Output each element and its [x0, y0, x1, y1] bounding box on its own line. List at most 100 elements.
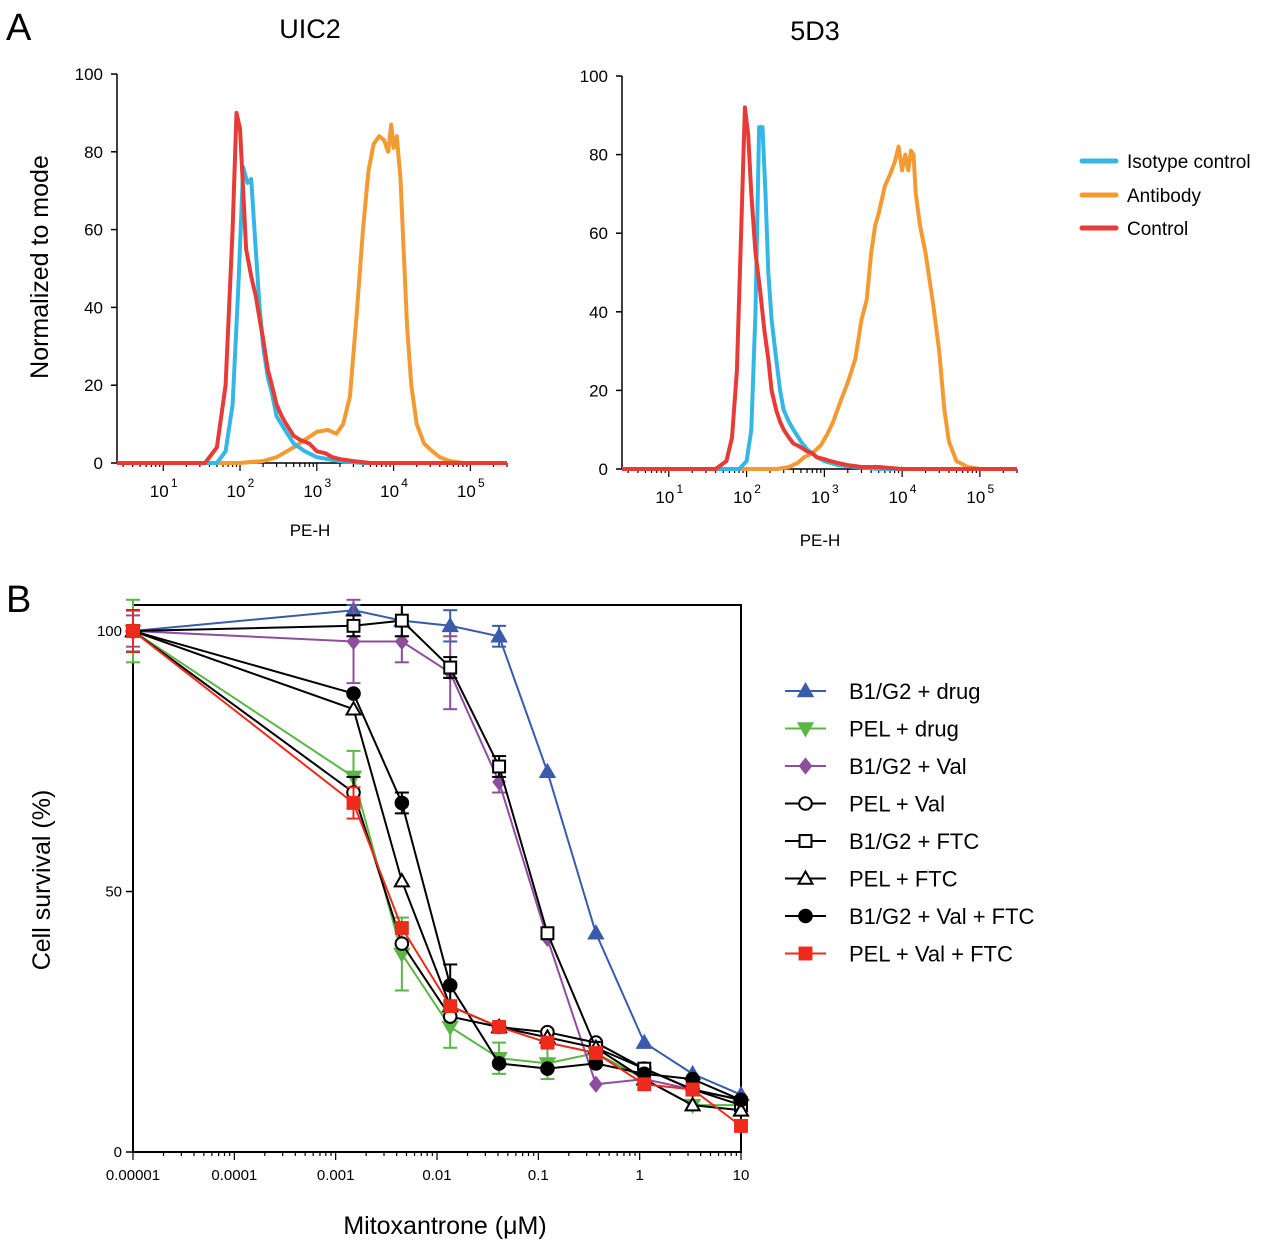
legend-marker	[798, 834, 813, 848]
series-line-isotype-control	[117, 165, 507, 465]
legend-marker	[798, 908, 813, 924]
x-tick-label: 10	[150, 482, 169, 501]
y-tick-label: 50	[105, 884, 122, 901]
data-point	[491, 1056, 507, 1071]
series-line-antibody	[117, 122, 507, 465]
series-line-control	[622, 105, 1017, 471]
data-point	[394, 613, 409, 628]
survival-chart: Cell survival (%) Mitoxantrone (μM) 0 50 1…	[28, 598, 750, 1240]
x-tick-label: 10	[733, 1167, 750, 1184]
x-tick-exponent: 3	[832, 482, 839, 496]
series-line	[132, 630, 742, 1127]
x-axis-label-5d3: PE-H	[800, 531, 841, 550]
legend-marker	[798, 946, 813, 961]
y-tick-label: 20	[84, 376, 103, 395]
x-tick-label: 10	[457, 482, 476, 501]
chart-title-5d3: 5D3	[790, 16, 840, 46]
data-point	[346, 632, 361, 651]
y-tick-label: 100	[97, 623, 122, 640]
y-tick-label: 0	[599, 460, 608, 479]
data-point	[683, 1096, 702, 1112]
y-tick-label: 20	[589, 381, 608, 400]
histogram-uic2: UIC2 Normalized to mode PE-H 0 20 40 60 80 10…	[26, 14, 508, 540]
data-point	[540, 1035, 555, 1050]
data-point	[393, 872, 411, 888]
panel-label-a: A	[6, 7, 32, 49]
x-tick-label: 10	[227, 482, 246, 501]
y-axis-label-a: Normalized to mode	[26, 155, 54, 379]
x-tick-exponent: 2	[248, 476, 255, 490]
data-point	[443, 660, 458, 675]
series-pel-drug	[124, 598, 750, 1115]
series-pel-val	[125, 609, 749, 1108]
data-point	[589, 1075, 603, 1093]
series-b1-g2-ftc	[126, 604, 748, 1113]
legend-label: Control	[1127, 219, 1188, 240]
x-tick-exponent: 1	[171, 476, 178, 490]
series-line-isotype-control	[622, 125, 1017, 471]
legend-marker	[796, 722, 815, 738]
data-point	[394, 795, 410, 811]
data-point	[394, 936, 410, 951]
x-tick-label: 0.0001	[211, 1167, 257, 1184]
y-tick-label: 60	[589, 224, 608, 243]
legend-marker	[796, 681, 815, 698]
legend-label: B1/G2 + Val + FTC	[849, 904, 1035, 929]
data-point	[346, 796, 361, 810]
series-line	[132, 609, 742, 1096]
x-tick-label: 10	[811, 488, 830, 507]
data-point	[734, 1119, 748, 1133]
data-point	[492, 1020, 507, 1034]
legend-label: B1/G2 + FTC	[849, 829, 979, 854]
data-point	[732, 1101, 750, 1117]
legend-marker	[798, 796, 813, 811]
x-tick-exponent: 2	[754, 482, 761, 496]
legend-histograms: Isotype control Antibody Control	[1079, 152, 1251, 240]
x-tick-label: 10	[655, 488, 674, 507]
chart-title-uic2: UIC2	[279, 14, 341, 44]
x-tick-label: 0.1	[528, 1167, 549, 1184]
data-point	[394, 632, 409, 651]
x-tick-exponent: 5	[988, 482, 995, 496]
x-axis-label-uic2: PE-H	[290, 521, 331, 540]
legend-marker	[798, 757, 813, 775]
x-tick-exponent: 3	[324, 476, 331, 490]
data-point	[346, 686, 361, 701]
legend-label: Isotype control	[1127, 152, 1251, 173]
series-line	[132, 619, 742, 1107]
x-axis-label-b: Mitoxantrone (μM)	[343, 1212, 546, 1240]
data-point	[443, 999, 458, 1014]
y-tick-label: 60	[84, 221, 103, 240]
series-pel-ftc	[124, 609, 750, 1117]
series-b1-g2-drug	[124, 601, 750, 1101]
series-line	[132, 630, 742, 1101]
series-line	[132, 630, 742, 1112]
x-tick-exponent: 4	[910, 482, 917, 496]
data-point	[587, 924, 605, 940]
x-tick-label: 10	[966, 488, 985, 507]
y-tick-label: 80	[84, 143, 103, 162]
data-point	[442, 977, 458, 993]
x-tick-label: 0.001	[317, 1167, 355, 1184]
legend-label: Antibody	[1127, 186, 1201, 207]
x-tick-label: 1	[635, 1167, 643, 1184]
series-b1-g2-val	[126, 598, 748, 1109]
series-b1-g2-val-ftc	[125, 609, 749, 1108]
legend-label: PEL + Val	[849, 792, 945, 817]
data-point	[344, 700, 363, 716]
y-tick-label: 80	[589, 146, 608, 165]
data-point	[126, 624, 140, 638]
legend-marker	[796, 869, 815, 885]
x-tick-exponent: 1	[676, 482, 683, 496]
legend-label: PEL + Val + FTC	[849, 942, 1013, 967]
x-tick-label: 0.00001	[106, 1167, 160, 1184]
x-tick-label: 10	[303, 482, 322, 501]
x-tick-exponent: 4	[401, 476, 408, 490]
data-point	[540, 926, 555, 941]
data-point	[538, 762, 557, 778]
series-line-antibody	[622, 144, 1017, 471]
x-tick-label: 10	[889, 488, 908, 507]
data-point	[441, 616, 459, 633]
data-point	[637, 1077, 652, 1092]
